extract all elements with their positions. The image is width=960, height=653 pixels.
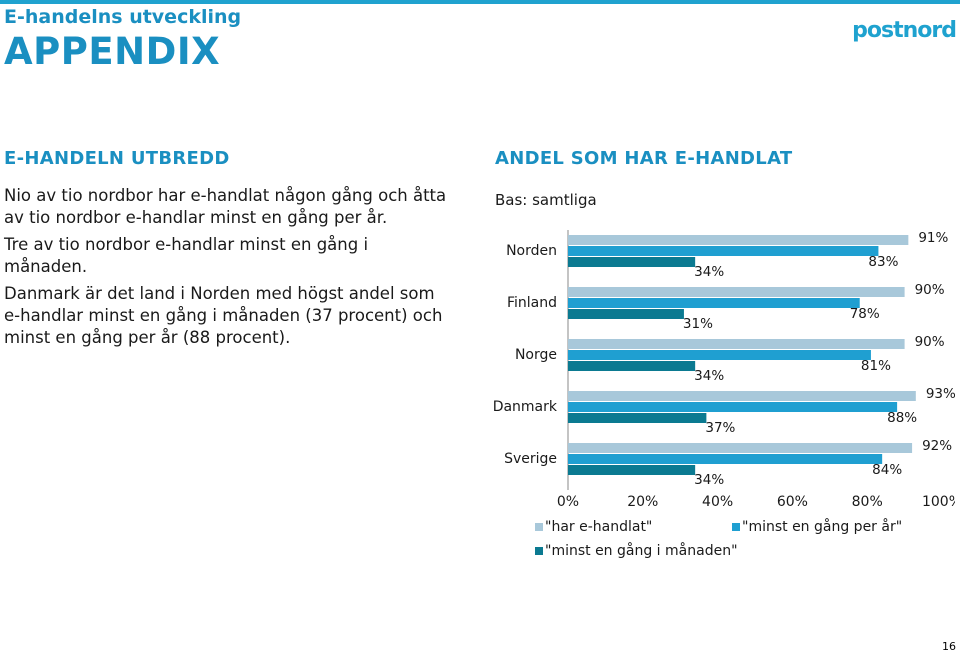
bar — [568, 413, 707, 423]
category-label: Finland — [507, 295, 557, 311]
legend-swatch — [535, 523, 543, 531]
x-tick-label: 80% — [852, 494, 883, 510]
slide-title: APPENDIX — [4, 30, 221, 73]
legend-label: "minst en gång per år" — [742, 518, 902, 535]
x-tick-label: 0% — [557, 494, 579, 510]
paragraph-1: Nio av tio nordbor har e-handlat någon g… — [4, 186, 447, 227]
body-text: Nio av tio nordbor har e-handlat någon g… — [4, 185, 454, 354]
bar — [568, 339, 905, 349]
value-label: 90% — [915, 282, 945, 298]
value-label: 93% — [926, 386, 955, 402]
legend-swatch — [732, 523, 740, 531]
bar — [568, 391, 916, 401]
bar-chart: Norden 91% 83% 34% Finland 90% 78% 31% Norge 90% 8… — [493, 230, 955, 559]
chart-heading: ANDEL SOM HAR E-HANDLAT — [495, 148, 793, 169]
page-number: 16 — [942, 640, 956, 653]
legend-label: "har e-handlat" — [545, 519, 652, 535]
left-section-heading: E-HANDELN UTBREDD — [4, 148, 230, 169]
value-label: 84% — [872, 462, 902, 478]
postnord-logo: postnord — [852, 18, 957, 43]
paragraph-2: Tre av tio nordbor e-handlar minst en gå… — [4, 235, 369, 276]
x-tick-label: 20% — [627, 494, 658, 510]
value-label: 90% — [915, 334, 945, 350]
x-tick-label: 100% — [922, 494, 955, 510]
value-label: 91% — [918, 230, 948, 246]
category-label: Norge — [515, 347, 557, 363]
top-accent-bar — [0, 0, 960, 4]
value-label: 81% — [861, 358, 891, 374]
chart-base-label: Bas: samtliga — [495, 191, 597, 209]
bar — [568, 298, 860, 308]
bar — [568, 246, 879, 256]
category-label: Danmark — [493, 399, 558, 415]
category-label: Sverige — [504, 451, 557, 467]
x-tick-label: 40% — [702, 494, 733, 510]
value-label: 31% — [683, 316, 713, 332]
bar — [568, 235, 909, 245]
bar — [568, 454, 883, 464]
bar — [568, 465, 696, 475]
value-label: 83% — [868, 254, 898, 270]
deck-subtitle: E-handelns utveckling — [4, 6, 242, 28]
value-label: 34% — [694, 472, 724, 488]
value-label: 78% — [850, 306, 880, 322]
value-label: 34% — [694, 368, 724, 384]
bar — [568, 443, 913, 453]
legend-label: "minst en gång i månaden" — [545, 542, 738, 559]
x-tick-label: 60% — [777, 494, 808, 510]
bar — [568, 350, 871, 360]
value-label: 92% — [922, 438, 952, 454]
bar — [568, 287, 905, 297]
value-label: 37% — [705, 420, 735, 436]
paragraph-3: Danmark är det land i Norden med högst a… — [4, 284, 443, 347]
bar — [568, 402, 898, 412]
legend-swatch — [535, 547, 543, 555]
category-label: Norden — [506, 243, 557, 259]
value-label: 34% — [694, 264, 724, 280]
bar — [568, 257, 696, 267]
value-label: 88% — [887, 410, 917, 426]
bar — [568, 309, 684, 319]
bar — [568, 361, 696, 371]
